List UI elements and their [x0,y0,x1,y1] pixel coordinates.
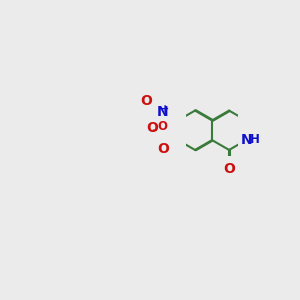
Text: O: O [158,120,168,133]
Text: N: N [157,105,168,118]
Text: -: - [151,124,156,137]
Text: N: N [240,133,252,147]
Text: +: + [161,104,169,114]
Text: O: O [140,94,152,108]
Text: O: O [157,142,169,156]
Text: O: O [223,162,235,176]
Text: O: O [146,121,158,135]
Text: H: H [250,133,260,146]
